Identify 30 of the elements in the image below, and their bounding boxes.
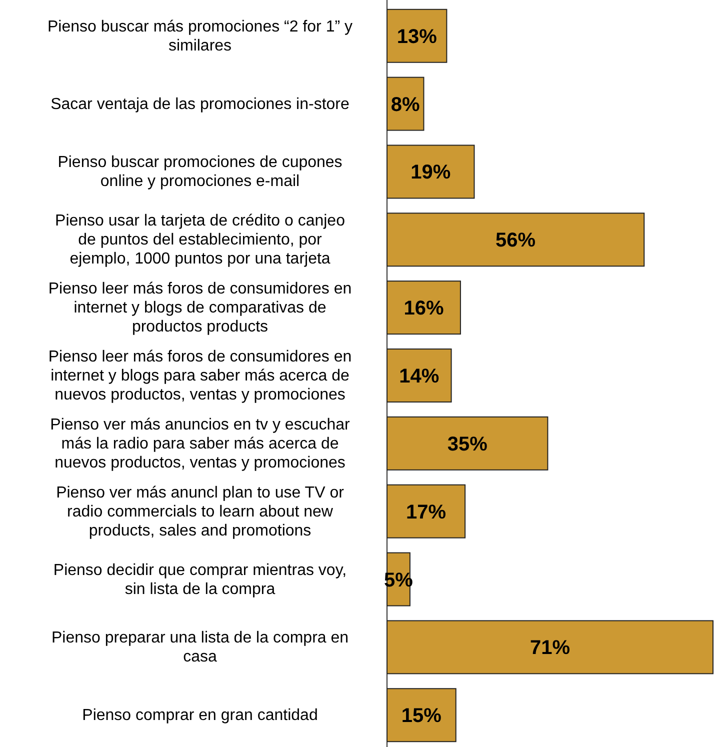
y-tick-label: Sacar ventaja de las promociones in-store — [50, 96, 350, 113]
bar — [386, 280, 461, 335]
y-tick-label: Pienso decidir que comprar mientras voy, sin lista de la compra — [53, 562, 347, 598]
y-tick-label: Pienso ver más anuncios en tv y escuchar más la radio para saber más acerca de nuevos productos, ventas y promociones — [50, 416, 351, 472]
bar — [386, 348, 452, 402]
data-label: 16% — [404, 298, 444, 320]
y-tick-label: Pienso preparar una lista de la compra en casa — [51, 630, 349, 666]
y-tick-label: Pienso leer más foros de consumidores en internet y blogs para saber más acerca de nuevos productos, ventas y promociones — [48, 348, 352, 404]
bar — [386, 144, 475, 199]
y-tick-label: Pienso usar la tarjeta de crédito o canjeo de puntos del establecimiento, por ejemplo, 1000 puntos por una tarjeta — [55, 212, 346, 268]
data-label: 71% — [530, 637, 570, 660]
bar — [386, 620, 714, 674]
bar — [386, 688, 456, 742]
y-tick-label: Pienso leer más foros de consumidores en internet y blogs de comparativas de productos products — [48, 280, 352, 336]
y-tick-label: Pienso buscar más promociones “2 for 1” y similares — [47, 18, 353, 54]
bar — [386, 8, 448, 63]
data-label: 14% — [399, 366, 440, 388]
y-tick-label: Pienso ver más anuncl plan to use TV or radio commercials to learn about new products, sales and promotions — [56, 484, 345, 540]
bar — [386, 484, 466, 538]
bar — [386, 416, 548, 470]
bar — [386, 212, 645, 267]
y-tick-label: Pienso buscar promociones de cupones online y promociones e-mail — [58, 154, 342, 190]
data-label: 17% — [406, 501, 446, 524]
data-label: 13% — [396, 26, 438, 48]
y-tick-label: Pienso comprar en gran cantidad — [82, 707, 318, 724]
data-label: 15% — [401, 705, 442, 728]
data-label: 56% — [496, 230, 536, 252]
data-label: 35% — [447, 433, 488, 456]
data-label: 8% — [390, 94, 420, 116]
data-label: 19% — [410, 162, 451, 184]
